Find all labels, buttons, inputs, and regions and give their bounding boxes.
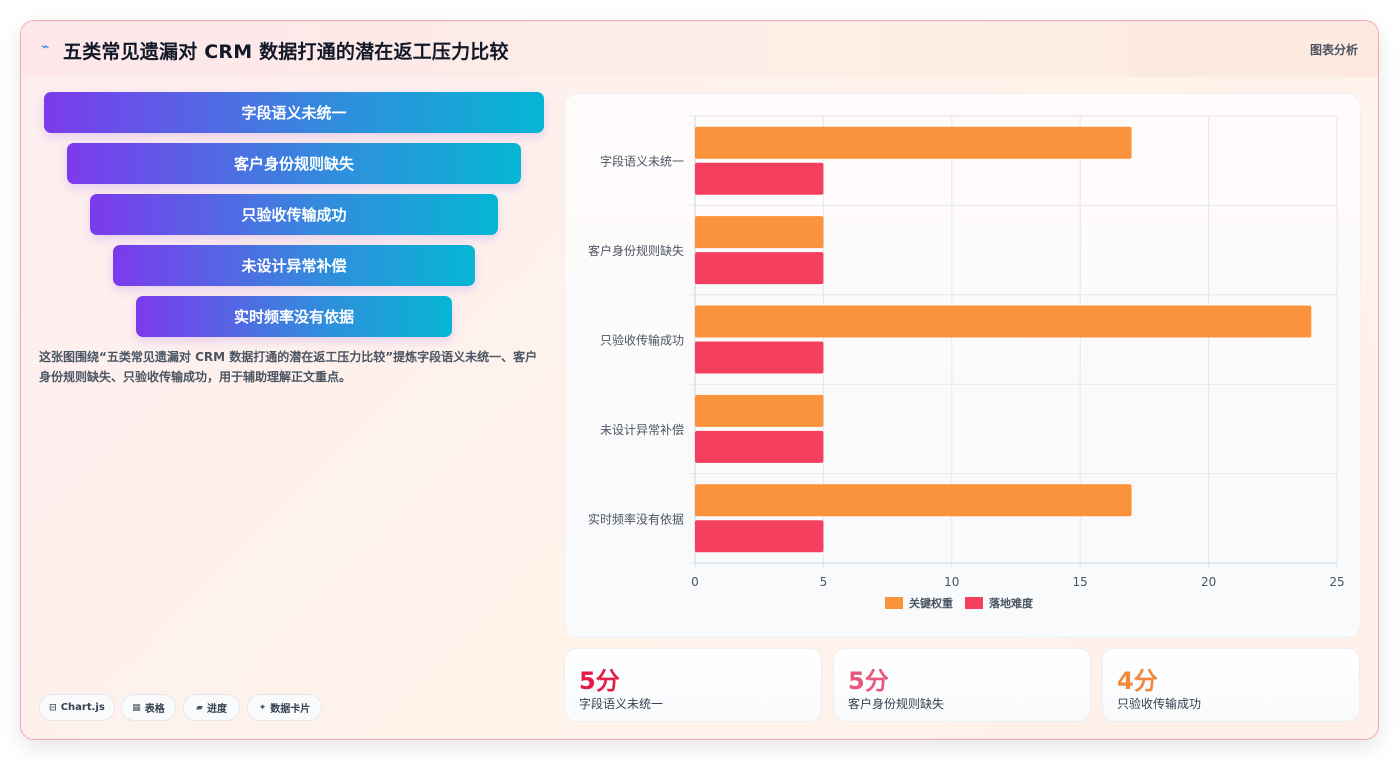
stat-label: 只验收传输成功 [1117,697,1202,711]
x-tick-label: 5 [820,575,828,589]
page-title: 五类常见遗漏对 CRM 数据打通的潜在返工压力比较 [63,41,509,63]
bar-weight [695,126,1132,159]
bar-difficulty [695,520,824,553]
bar-difficulty [695,341,824,374]
bar-difficulty [695,252,824,285]
chip-table[interactable]: ▦ 表格 [121,694,176,721]
stat-label: 字段语义未统一 [579,697,664,711]
legend-swatch [965,597,983,609]
stat-card-2: 5分 客户身份规则缺失 [833,648,1091,722]
stat-card-3: 4分 只验收传输成功 [1102,648,1360,722]
bar-weight [695,394,824,427]
funnel-step-3: 只验收传输成功 [90,194,498,235]
bar-chart: 0 5 10 15 20 25 字段语义未统一客户身份规则缺失只验收传输成功未设计异常补偿实… [588,115,1345,610]
chip-label: 进度 [206,704,227,715]
y-tick-label: 未设计异常补偿 [600,422,684,437]
x-tick-label: 0 [691,575,699,589]
y-tick-label: 客户身份规则缺失 [588,243,684,258]
funnel-step-5: 实时频率没有依据 [136,296,452,337]
table-icon: ▦ [132,702,141,713]
stat-card-1: 5分 字段语义未统一 [564,648,822,722]
chip-label: Chart.js [60,702,105,713]
y-tick-label: 实时频率没有依据 [588,511,684,526]
legend-swatch [885,597,903,609]
sparkle-icon: ✦ [258,702,267,713]
x-tick-label: 15 [1073,575,1088,589]
stat-label: 客户身份规则缺失 [848,697,945,711]
legend-label: 关键权重 [909,596,953,610]
y-tick-label: 只验收传输成功 [600,333,684,348]
stat-value: 5分 [579,667,620,695]
funnel-step-4: 未设计异常补偿 [113,245,475,286]
stat-value: 5分 [848,667,889,695]
bar-difficulty [695,430,824,463]
chip-label: 表格 [144,704,165,715]
x-tick-label: 10 [944,575,959,589]
chart-analysis-tag: 图表分析 [1309,43,1358,57]
bar-weight [695,216,824,249]
stat-value: 4分 [1117,667,1158,695]
chart-line-icon: ⌁ [41,39,50,55]
funnel-step-2: 客户身份规则缺失 [67,143,521,184]
chart-icon: ⊟ [49,702,57,713]
y-tick-label: 字段语义未统一 [600,154,684,169]
funnel-step-1: 字段语义未统一 [44,92,544,133]
chip-label: 数据卡片 [270,704,311,715]
bar-weight [695,484,1132,517]
bar-weight [695,305,1312,338]
progress-icon: ▰ [196,702,203,713]
legend-label: 落地难度 [989,596,1034,610]
bar-difficulty [695,162,824,195]
card: ⌁ 五类常见遗漏对 CRM 数据打通的潜在返工压力比较 图表分析 字段语义未统一… [20,20,1379,740]
chip-data-card[interactable]: ✦ 数据卡片 [247,694,322,721]
chart-panel: 0 5 10 15 20 25 字段语义未统一客户身份规则缺失只验收传输成功 未设计异常补偿实… [564,93,1361,638]
x-tick-label: 20 [1201,575,1216,589]
header: ⌁ 五类常见遗漏对 CRM 数据打通的潜在返工压力比较 图表分析 [21,21,1378,77]
chip-progress[interactable]: ▰ 进度 [183,694,240,721]
description: 这张图围绕“五类常见遗漏对 CRM 数据打通的潜在返工压力比较”提炼字段语义未统… [39,350,538,384]
x-tick-label: 25 [1329,575,1344,589]
chip-chartjs[interactable]: ⊟ Chart.js [39,694,115,721]
